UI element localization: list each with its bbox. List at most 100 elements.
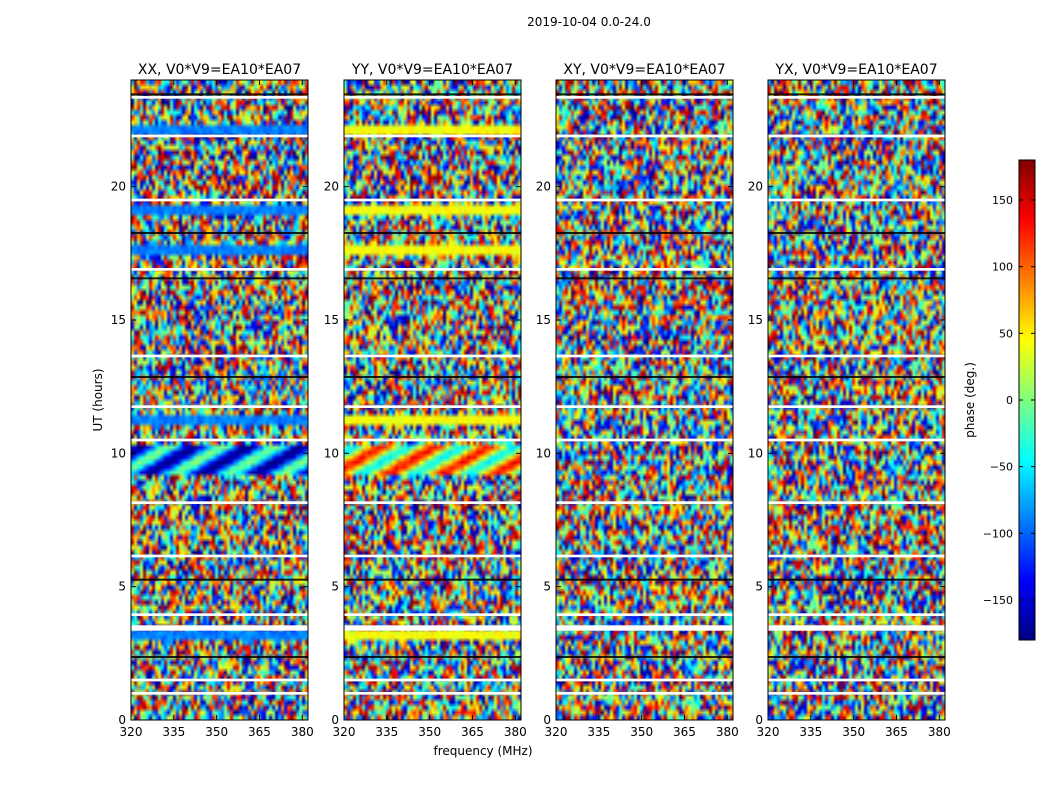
flagged-gap — [131, 96, 308, 99]
panel-frame — [767, 79, 946, 721]
panel-yy: YY, V0*V9=EA10*EA07 320 335 350 365 380 0 5 10 15… — [324, 62, 527, 739]
y-tick-label: 10 — [111, 446, 126, 460]
dark-row — [344, 578, 521, 581]
x-tick-label: 350 — [205, 725, 228, 739]
colorbar-tick-label: 50 — [999, 327, 1013, 340]
flagged-gap — [131, 198, 308, 202]
y-tick-label: 0 — [118, 713, 126, 727]
colorbar-label: phase (deg.) — [963, 362, 977, 438]
dark-row — [131, 93, 308, 96]
x-tick-label: 365 — [885, 725, 908, 739]
flagged-gap — [556, 354, 733, 358]
flagged-gap — [131, 692, 308, 695]
dark-row — [768, 656, 945, 658]
flagged-gap — [344, 354, 521, 358]
y-tick-label: 15 — [748, 313, 763, 327]
x-tick-label: 335 — [162, 725, 185, 739]
flagged-gap — [768, 134, 945, 138]
x-tick-label: 320 — [545, 725, 568, 739]
flagged-gap — [556, 198, 733, 202]
flagged-gap — [556, 134, 733, 138]
colorbar-tick-label: −150 — [983, 594, 1013, 607]
y-tick-label: 5 — [331, 580, 339, 594]
y-tick-label: 15 — [111, 313, 126, 327]
x-tick-label: 380 — [928, 725, 951, 739]
flagged-gap — [131, 438, 308, 442]
y-tick-label: 5 — [543, 580, 551, 594]
y-tick-label: 20 — [748, 180, 763, 194]
colorbar-tick-label: 0 — [1006, 394, 1013, 407]
y-tick-label: 15 — [536, 313, 551, 327]
y-tick-label: 15 — [324, 313, 339, 327]
flagged-gap — [768, 501, 945, 504]
panel-xx: XX, V0*V9=EA10*EA07 320 335 350 365 380 0 5 10 15… — [111, 62, 314, 739]
flagged-gap — [131, 134, 308, 138]
y-axis-label: UT (hours) — [91, 368, 105, 431]
dark-row — [131, 656, 308, 658]
y-tick-label: 20 — [324, 180, 339, 194]
x-tick-label: 320 — [757, 725, 780, 739]
x-tick-label: 335 — [587, 725, 610, 739]
flagged-gap — [556, 554, 733, 558]
y-tick-label: 10 — [324, 446, 339, 460]
dark-row — [556, 232, 733, 234]
x-tick-label: 320 — [333, 725, 356, 739]
x-tick-label: 380 — [716, 725, 739, 739]
flagged-gap — [131, 625, 308, 631]
y-tick-label: 0 — [331, 713, 339, 727]
phase-heatmap-yx — [768, 80, 945, 720]
flagged-gap — [556, 405, 733, 408]
x-tick-label: 380 — [291, 725, 314, 739]
flagged-gap — [768, 692, 945, 695]
dark-row — [344, 656, 521, 658]
dark-row — [556, 656, 733, 658]
flagged-gap — [768, 613, 945, 616]
dark-row — [768, 277, 945, 280]
panel-title: YY, V0*V9=EA10*EA07 — [351, 62, 513, 78]
flagged-gap — [344, 96, 521, 99]
dark-row — [344, 93, 521, 96]
phase-heatmap-xx — [131, 80, 308, 720]
colorbar-tick-label: 100 — [992, 261, 1013, 274]
panel-xy: XY, V0*V9=EA10*EA07 320 335 350 365 380 0 5 10 15… — [536, 62, 739, 739]
dark-row — [556, 578, 733, 581]
flagged-gap — [344, 501, 521, 504]
flagged-gap — [556, 678, 733, 682]
panel-title: XX, V0*V9=EA10*EA07 — [138, 62, 301, 78]
dark-row — [768, 232, 945, 234]
dark-row — [556, 93, 733, 96]
panel-frame — [555, 79, 734, 721]
flagged-gap — [344, 613, 521, 616]
flagged-gap — [131, 613, 308, 616]
x-tick-label: 350 — [842, 725, 865, 739]
flagged-gap — [768, 96, 945, 99]
flagged-gap — [344, 554, 521, 558]
dark-row — [768, 578, 945, 581]
dark-row — [556, 376, 733, 378]
colorbar-tick-label: 150 — [992, 194, 1013, 207]
flagged-gap — [768, 625, 945, 631]
flagged-gap — [131, 405, 308, 408]
flagged-gap — [768, 678, 945, 682]
flagged-gap — [556, 692, 733, 695]
phase-heatmap-yy — [344, 80, 521, 720]
flagged-gap — [344, 268, 521, 271]
y-tick-label: 0 — [543, 713, 551, 727]
panel-title: YX, V0*V9=EA10*EA07 — [774, 62, 937, 78]
y-tick-label: 20 — [111, 180, 126, 194]
panels-group: XX, V0*V9=EA10*EA07 320 335 350 365 380 0 5 10 15… — [111, 62, 951, 739]
x-tick-label: 365 — [673, 725, 696, 739]
dark-row — [344, 232, 521, 234]
y-tick-label: 20 — [536, 180, 551, 194]
flagged-gap — [131, 678, 308, 682]
dark-row — [344, 277, 521, 280]
y-tick-label: 0 — [755, 713, 763, 727]
flagged-gap — [131, 268, 308, 271]
x-tick-label: 380 — [504, 725, 527, 739]
y-tick-label: 5 — [118, 580, 126, 594]
flagged-gap — [768, 438, 945, 442]
flagged-gap — [344, 692, 521, 695]
y-tick-label: 5 — [755, 580, 763, 594]
flagged-gap — [768, 554, 945, 558]
